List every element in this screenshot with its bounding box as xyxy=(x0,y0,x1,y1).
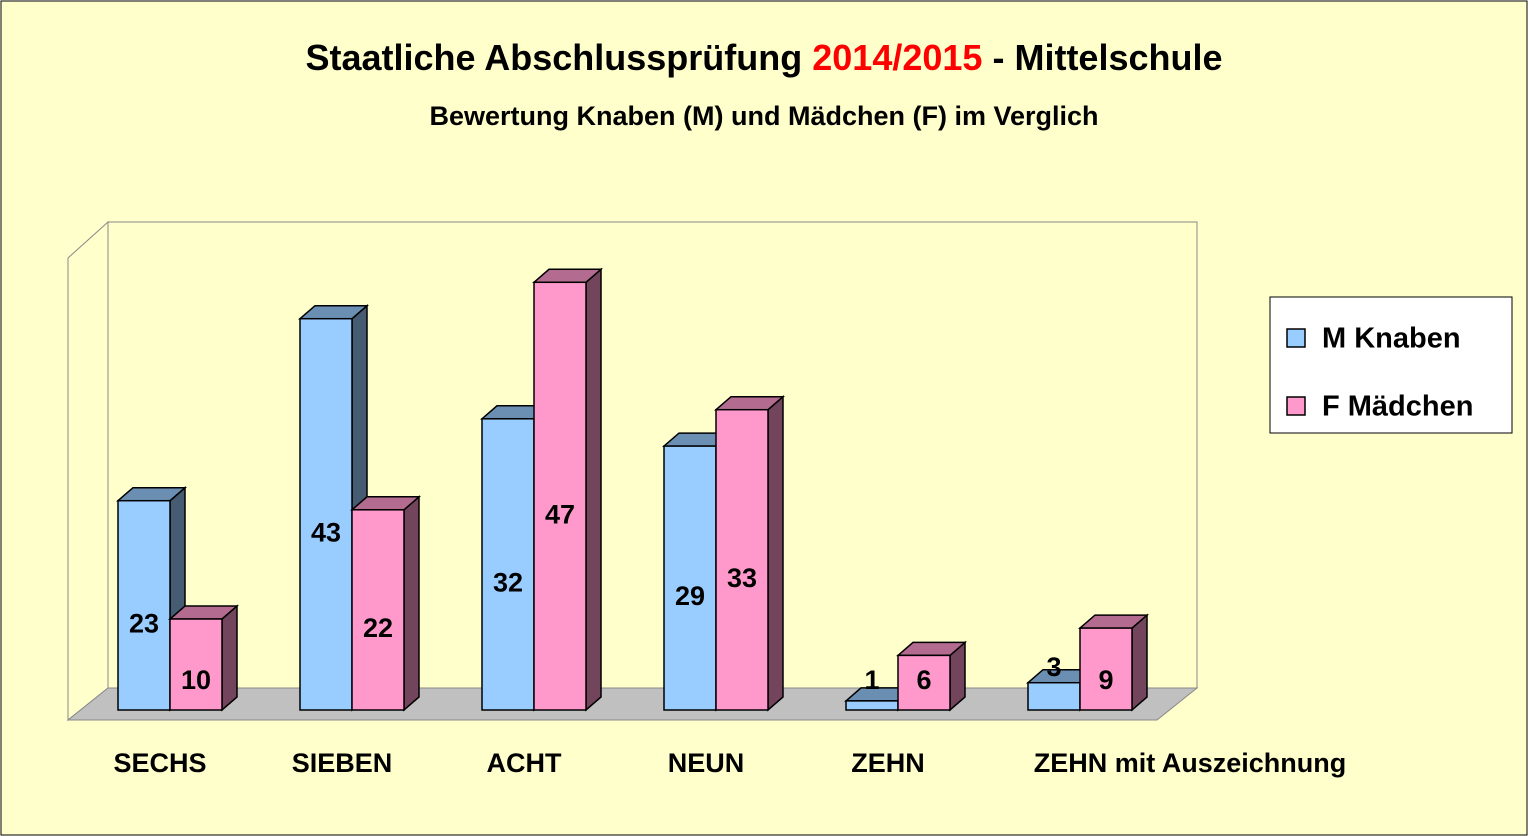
bar xyxy=(117,499,171,711)
value-label: 32 xyxy=(493,568,523,598)
value-label: 22 xyxy=(363,613,393,643)
bar xyxy=(533,281,587,711)
bar-side xyxy=(403,495,420,712)
value-label: 43 xyxy=(311,517,341,547)
side-wall xyxy=(67,220,109,722)
value-label: 23 xyxy=(129,608,159,638)
chart-title: Staatliche Abschlussprüfung 2014/2015 - … xyxy=(306,37,1223,78)
bar xyxy=(299,317,353,711)
bar-side xyxy=(585,267,602,712)
bar xyxy=(169,618,223,711)
bar-side xyxy=(221,604,238,712)
x-tick-label: NEUN xyxy=(668,748,745,778)
value-label: 6 xyxy=(916,665,931,695)
value-label: 47 xyxy=(545,499,575,529)
bar xyxy=(897,654,951,711)
title-end: - Mittelschule xyxy=(992,37,1222,78)
value-label: 3 xyxy=(1046,652,1061,682)
legend xyxy=(1269,296,1513,434)
value-label: 33 xyxy=(727,563,757,593)
chart-subtitle: Bewertung Knaben (M) und Mädchen (F) im … xyxy=(429,101,1098,131)
bar xyxy=(715,408,769,711)
x-tick-label: SIEBEN xyxy=(292,748,393,778)
back-wall xyxy=(107,221,1198,689)
x-tick-label: ZEHN mit Auszeichnung xyxy=(1034,748,1347,778)
x-tick-label: ACHT xyxy=(487,748,562,778)
x-tick-label: SECHS xyxy=(113,748,206,778)
bar xyxy=(351,509,405,711)
value-label: 1 xyxy=(864,665,879,695)
value-label: 10 xyxy=(181,665,211,695)
x-tick-label: ZEHN xyxy=(851,748,925,778)
bar xyxy=(1079,627,1133,711)
bar-side xyxy=(767,395,784,712)
legend-label: F Mädchen xyxy=(1322,391,1473,423)
bar xyxy=(1027,681,1081,711)
value-label: 9 xyxy=(1098,665,1113,695)
title-main: Staatliche Abschlussprüfung xyxy=(306,37,803,78)
bar-side xyxy=(1131,613,1148,712)
bar xyxy=(481,418,535,711)
legend-swatch xyxy=(1286,328,1306,348)
value-label: 29 xyxy=(675,581,705,611)
legend-swatch xyxy=(1286,396,1306,416)
title-year: 2014/2015 xyxy=(812,37,982,78)
bar xyxy=(845,700,899,711)
legend-label: M Knaben xyxy=(1322,323,1461,355)
bar xyxy=(663,445,717,711)
